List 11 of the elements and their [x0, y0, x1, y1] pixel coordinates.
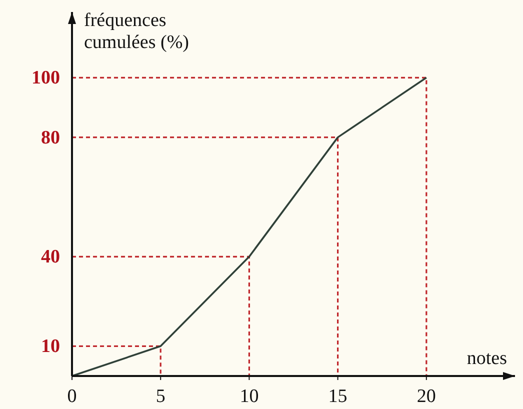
x-tick-label: 20 [416, 386, 436, 407]
x-tick-label: 10 [240, 386, 259, 407]
x-tick-label: 5 [156, 386, 166, 407]
y-tick-label: 10 [41, 336, 60, 358]
x-tick-label: 0 [67, 386, 77, 407]
y-axis-title: fréquences cumulées (%) [84, 10, 189, 53]
x-tick-label: 15 [328, 386, 348, 407]
y-tick-label: 100 [32, 68, 60, 89]
y-tick-label: 40 [41, 246, 60, 268]
x-axis-title: notes [466, 348, 507, 369]
y-tick-label: 80 [41, 127, 60, 148]
